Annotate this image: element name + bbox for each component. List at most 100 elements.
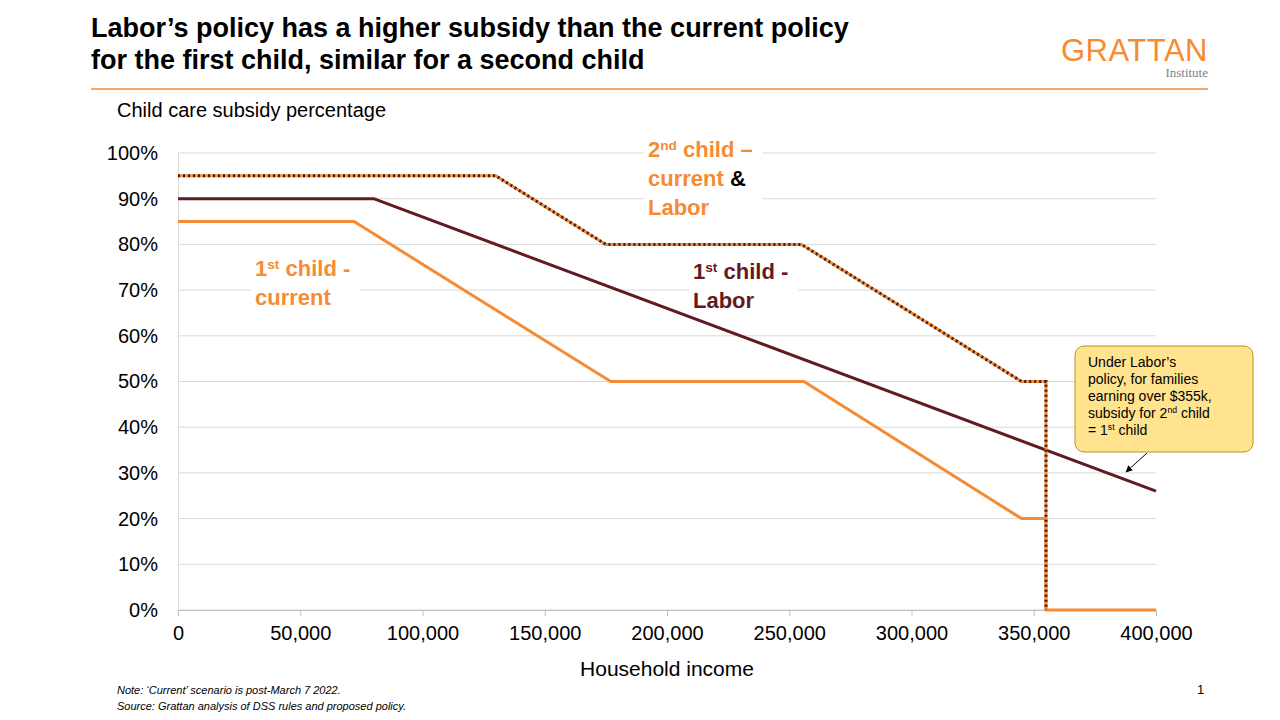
series-label: 2nd child – current & Labor bbox=[648, 137, 759, 220]
y-tick-label: 50% bbox=[118, 370, 158, 392]
text-run: subsidy for 2 bbox=[1088, 405, 1168, 421]
y-tick-label: 70% bbox=[118, 279, 158, 301]
text-run: child - bbox=[279, 256, 356, 281]
x-tick: 250,000 bbox=[754, 610, 826, 644]
text-run: child bbox=[1177, 405, 1210, 421]
grid-line bbox=[178, 564, 1156, 565]
y-tick-label: 60% bbox=[118, 325, 158, 347]
callout-text: Under Labor’s bbox=[1088, 354, 1176, 370]
background bbox=[0, 0, 1280, 720]
text-run: Labor bbox=[648, 195, 710, 220]
x-tick-mark bbox=[423, 610, 424, 616]
x-tick-mark bbox=[1156, 610, 1157, 616]
series-line bbox=[178, 222, 1156, 610]
text-run: Under Labor’s bbox=[1088, 354, 1176, 370]
x-tick: 50,000 bbox=[270, 610, 331, 644]
superscript: st bbox=[705, 260, 718, 275]
y-tick-label: 10% bbox=[118, 553, 158, 575]
text-run: 1 bbox=[255, 256, 267, 281]
x-axis-line bbox=[179, 611, 1157, 617]
label-line: Labor bbox=[648, 195, 710, 220]
y-tick-label: 100% bbox=[107, 142, 158, 164]
x-tick-label: 150,000 bbox=[509, 622, 581, 644]
series-label: 1st child - current bbox=[255, 256, 356, 310]
y-tick: 40% bbox=[118, 416, 178, 438]
series-line bbox=[178, 199, 1156, 491]
callout-text: policy, for families bbox=[1088, 371, 1198, 387]
grid-line bbox=[178, 472, 1156, 473]
title: Labor’s policy has a higher subsidy than… bbox=[91, 13, 849, 43]
x-tick-mark bbox=[912, 610, 913, 616]
series-line bbox=[178, 176, 1046, 610]
label-line: Labor bbox=[693, 288, 755, 313]
label-line: current & bbox=[648, 166, 752, 191]
grid-line bbox=[178, 335, 1156, 336]
x-tick: 100,000 bbox=[387, 610, 459, 644]
text-run: policy, for families bbox=[1088, 371, 1198, 387]
series-labels: 1st child - current1st child - Labor2nd … bbox=[251, 135, 798, 315]
label-background bbox=[689, 257, 798, 315]
logo-subtitle: Institute bbox=[1165, 65, 1208, 80]
x-axis: 0 50,000 100,000 150,000 200,000 250,000 300,0… bbox=[173, 610, 1193, 644]
series-label-group: 2nd child – current & Labor bbox=[644, 135, 763, 222]
x-tick: 200,000 bbox=[631, 610, 703, 644]
x-tick-label: 50,000 bbox=[270, 622, 331, 644]
x-tick-label: 300,000 bbox=[876, 622, 948, 644]
x-tick-label: 200,000 bbox=[631, 622, 703, 644]
y-tick-label: 0% bbox=[129, 599, 158, 621]
chart-container: Labor’s policy has a higher subsidy than… bbox=[0, 0, 1280, 720]
y-tick-label: 20% bbox=[118, 507, 158, 529]
callout-text: earning over $355k, bbox=[1088, 388, 1212, 404]
y-tick: 0% bbox=[129, 599, 178, 621]
x-tick-mark bbox=[789, 610, 790, 616]
y-tick: 10% bbox=[118, 553, 178, 575]
label-line: 1st child - bbox=[693, 259, 794, 284]
callout: Under Labor’spolicy, for familiesearning… bbox=[1075, 346, 1253, 472]
label-line: current bbox=[255, 285, 331, 310]
text-run: child bbox=[1115, 422, 1148, 438]
series-line-dots bbox=[178, 176, 1046, 610]
superscript: st bbox=[267, 257, 280, 272]
callout-box bbox=[1075, 346, 1253, 452]
logo-name: GRATTAN bbox=[1061, 33, 1208, 68]
y-tick-label: 40% bbox=[118, 416, 158, 438]
label-line: 2nd child – bbox=[648, 137, 759, 162]
y-tick: 100% bbox=[107, 142, 178, 164]
footnote: Source: Grattan analysis of DSS rules an… bbox=[117, 700, 406, 712]
x-tick-mark bbox=[300, 610, 301, 616]
text-run: 1 bbox=[693, 259, 705, 284]
text-run: child – bbox=[677, 137, 759, 162]
x-tick-mark bbox=[545, 610, 546, 616]
x-tick-label: 250,000 bbox=[754, 622, 826, 644]
y-tick: 80% bbox=[118, 233, 178, 255]
y-tick: 20% bbox=[118, 507, 178, 529]
text-run: 2 bbox=[648, 137, 660, 162]
text-run: & bbox=[730, 166, 752, 191]
page-number: 1 bbox=[1197, 682, 1204, 697]
chart-svg: Labor’s policy has a higher subsidy than… bbox=[0, 0, 1280, 720]
y-tick: 60% bbox=[118, 325, 178, 347]
x-tick: 0 bbox=[173, 610, 184, 644]
y-axis: 0% 10% 20% 30% 40% 50% 60% 70% 80% 90% 100% bbox=[107, 142, 179, 621]
x-tick: 300,000 bbox=[876, 610, 948, 644]
text-run: Labor bbox=[693, 288, 755, 313]
y-tick-label: 30% bbox=[118, 462, 158, 484]
x-tick: 350,000 bbox=[998, 610, 1070, 644]
grid-line bbox=[178, 427, 1156, 428]
x-tick-label: 350,000 bbox=[998, 622, 1070, 644]
text-run: current bbox=[255, 285, 331, 310]
y-axis-title: Child care subsidy percentage bbox=[117, 99, 386, 121]
y-tick: 70% bbox=[118, 279, 178, 301]
y-tick: 30% bbox=[118, 462, 178, 484]
y-tick: 90% bbox=[118, 188, 178, 210]
callout-arrow bbox=[1126, 453, 1147, 472]
footnote: Note: ‘Current’ scenario is post-March 7… bbox=[117, 684, 341, 696]
series-label-group: 1st child - current bbox=[251, 254, 360, 312]
text-run: current bbox=[648, 166, 730, 191]
header-rule bbox=[91, 88, 1208, 90]
title: for the first child, similar for a secon… bbox=[91, 45, 645, 75]
x-axis-title: Household income bbox=[580, 657, 754, 680]
x-tick-label: 0 bbox=[173, 622, 184, 644]
grid-line bbox=[178, 518, 1156, 519]
x-tick-mark bbox=[667, 610, 668, 616]
